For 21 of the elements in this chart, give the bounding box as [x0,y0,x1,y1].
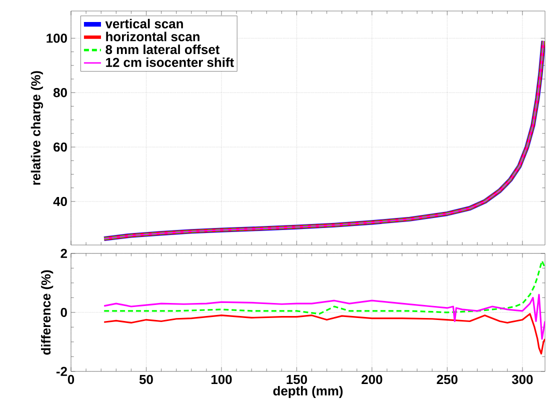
y-tick-label: 60 [54,142,67,152]
x-axis-title: depth (mm) [273,386,343,398]
y-axis-title: relative charge (%) [30,71,44,185]
y-tick-label: -2 [56,366,67,376]
x-tick-label: 200 [362,374,382,384]
x-tick-label: 0 [68,374,74,384]
x-tick-label: 50 [139,374,153,384]
legend-label: 8 mm lateral offset [106,44,220,54]
y-tick-label: 2 [60,248,67,258]
legend-label: horizontal scan [106,32,200,42]
legend-label: 12 cm isocenter shift [106,57,234,67]
legend-label: vertical scan [105,18,183,28]
x-tick-label: 100 [211,374,232,384]
x-tick-label: 150 [286,374,307,384]
y-tick-label: 100 [46,34,67,43]
y-tick-label: 80 [53,88,67,98]
x-tick-label: 300 [512,374,533,384]
y-tick-label: 40 [53,196,67,206]
x-tick-label: 250 [436,374,458,384]
y-tick-label: 0 [60,308,67,317]
y-axis-title: difference (%) [41,270,54,355]
